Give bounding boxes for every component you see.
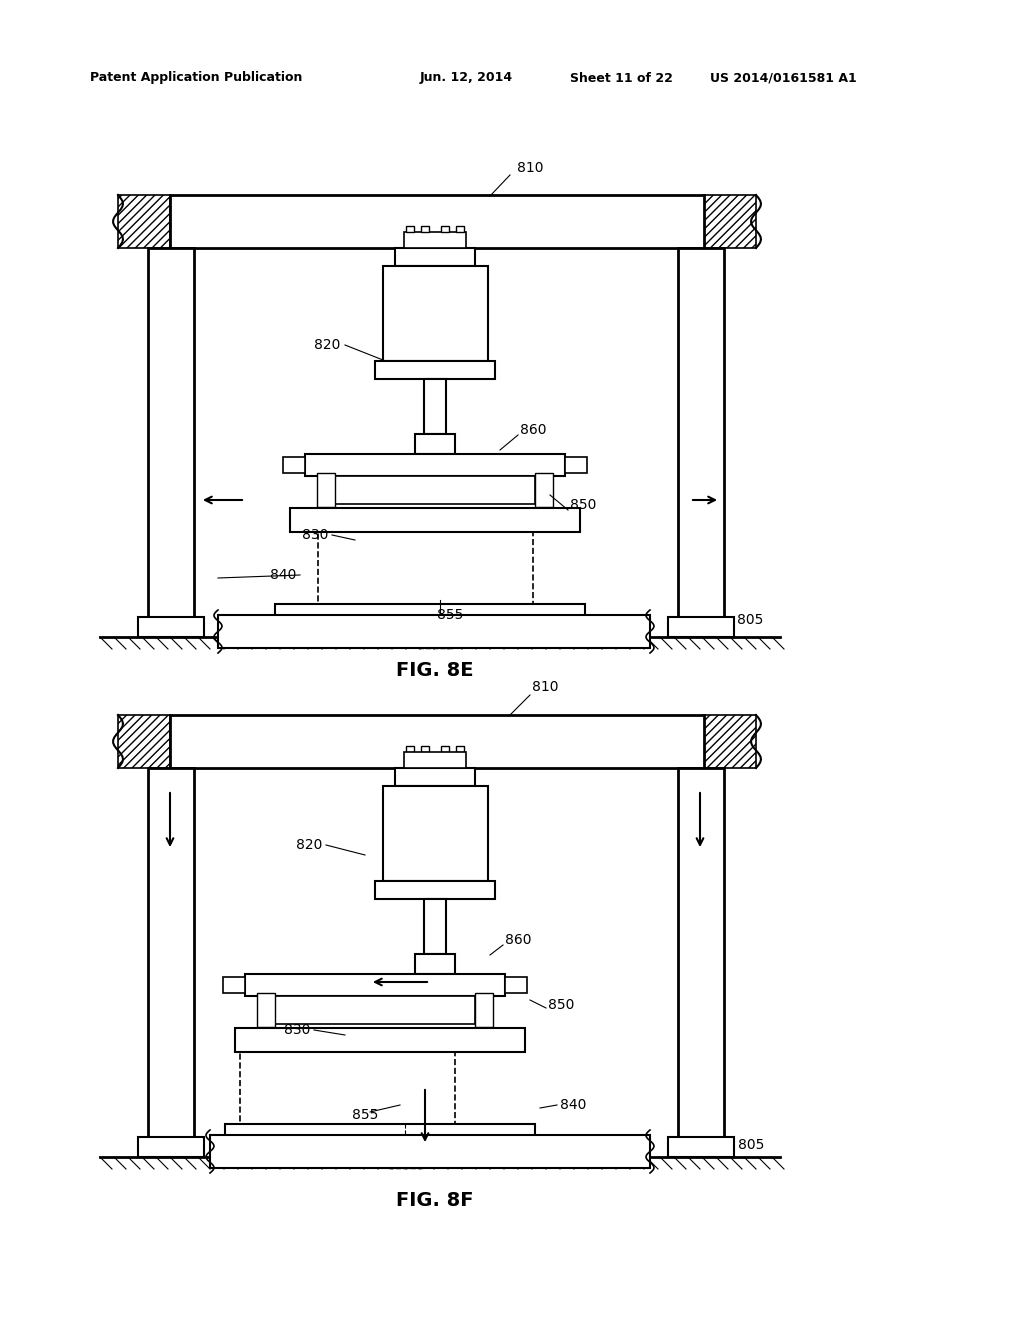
Bar: [406, 226, 414, 232]
Text: 860: 860: [520, 422, 547, 437]
Bar: [505, 977, 527, 993]
Text: 805: 805: [738, 1138, 764, 1152]
Bar: [138, 616, 204, 638]
Bar: [118, 195, 170, 248]
Text: 840: 840: [560, 1098, 587, 1111]
Text: Patent Application Publication: Patent Application Publication: [90, 71, 302, 84]
Text: 850: 850: [548, 998, 574, 1012]
Bar: [404, 232, 466, 248]
Bar: [406, 746, 414, 752]
Text: 805: 805: [737, 612, 763, 627]
Bar: [678, 248, 724, 616]
Bar: [283, 457, 305, 473]
Bar: [395, 248, 475, 267]
Bar: [668, 616, 734, 638]
Bar: [395, 768, 475, 785]
Bar: [118, 715, 170, 768]
Bar: [421, 746, 429, 752]
Bar: [441, 226, 449, 232]
Text: 830: 830: [284, 1023, 310, 1038]
Bar: [245, 974, 505, 997]
Bar: [305, 454, 565, 477]
Bar: [375, 880, 495, 899]
Bar: [335, 477, 535, 504]
Text: 830: 830: [302, 528, 328, 543]
Text: FIG. 8E: FIG. 8E: [396, 660, 474, 680]
Text: 850: 850: [570, 498, 596, 512]
Text: FIG. 8F: FIG. 8F: [396, 1191, 474, 1209]
Bar: [257, 993, 275, 1027]
Bar: [705, 715, 756, 768]
Bar: [318, 532, 534, 605]
Bar: [415, 954, 455, 974]
Text: 810: 810: [517, 161, 544, 176]
Bar: [456, 746, 464, 752]
Bar: [375, 360, 495, 379]
Text: US 2014/0161581 A1: US 2014/0161581 A1: [710, 71, 857, 84]
Bar: [475, 993, 493, 1027]
Bar: [383, 785, 488, 880]
Bar: [565, 457, 587, 473]
Bar: [275, 997, 475, 1024]
Text: 855: 855: [352, 1107, 378, 1122]
Bar: [388, 1140, 423, 1168]
Bar: [383, 267, 488, 360]
Bar: [223, 977, 245, 993]
Text: 855: 855: [437, 609, 463, 622]
Bar: [218, 615, 650, 648]
Bar: [210, 1135, 650, 1168]
Bar: [424, 379, 446, 434]
Bar: [234, 1028, 525, 1052]
Bar: [678, 768, 724, 1137]
Bar: [148, 768, 194, 1137]
Text: Jun. 12, 2014: Jun. 12, 2014: [420, 71, 513, 84]
Bar: [170, 715, 705, 768]
Bar: [138, 1137, 204, 1158]
Bar: [535, 473, 553, 507]
Text: 810: 810: [531, 680, 558, 694]
Bar: [317, 473, 335, 507]
Bar: [421, 226, 429, 232]
Text: Sheet 11 of 22: Sheet 11 of 22: [570, 71, 673, 84]
Bar: [275, 605, 585, 620]
Text: 820: 820: [313, 338, 340, 352]
Bar: [705, 195, 756, 248]
Text: 860: 860: [505, 933, 531, 946]
Text: 820: 820: [296, 838, 322, 851]
Bar: [290, 508, 580, 532]
Bar: [441, 746, 449, 752]
Bar: [418, 620, 453, 648]
Bar: [148, 248, 194, 616]
Bar: [240, 1052, 455, 1125]
Bar: [456, 226, 464, 232]
Bar: [424, 899, 446, 954]
Bar: [170, 195, 705, 248]
Bar: [415, 434, 455, 454]
Bar: [404, 752, 466, 768]
Bar: [668, 1137, 734, 1158]
Bar: [225, 1125, 535, 1140]
Text: 840: 840: [269, 568, 296, 582]
